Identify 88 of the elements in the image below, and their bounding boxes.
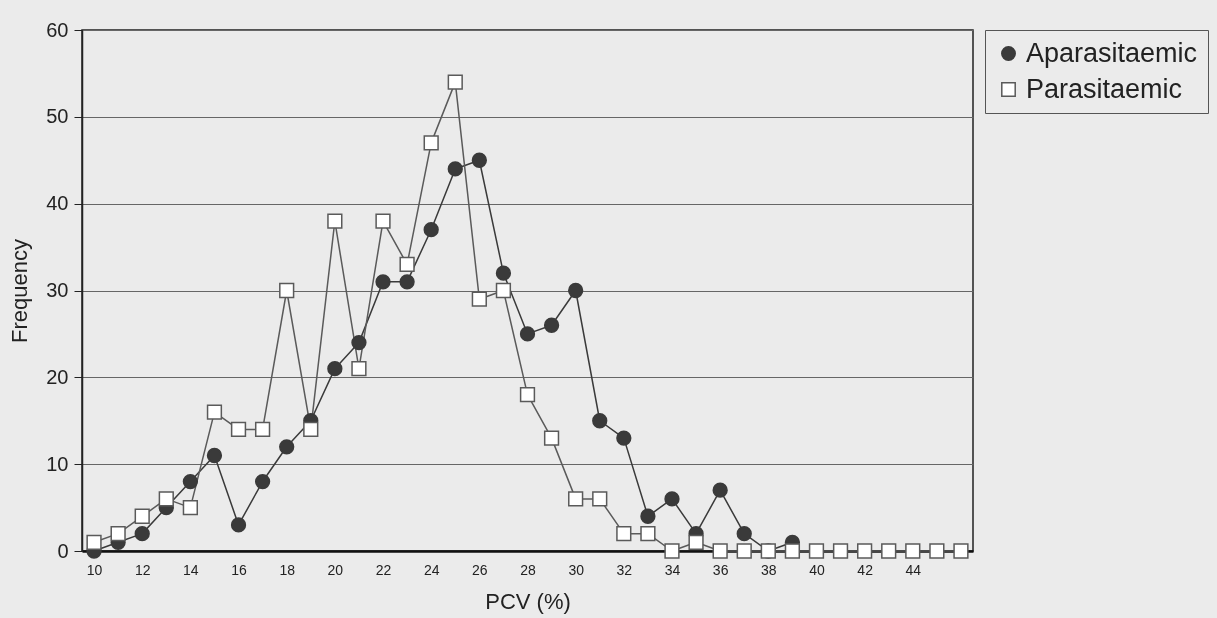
point — [568, 282, 584, 299]
x-tick-label: 42 — [857, 561, 874, 578]
point — [279, 282, 295, 299]
y-tick-label: 40 — [46, 192, 69, 215]
y-tick-label: 20 — [46, 365, 69, 388]
x-tick-label: 26 — [472, 561, 488, 578]
x-tick-label: 16 — [231, 561, 248, 578]
point — [303, 421, 319, 438]
point — [423, 135, 439, 151]
point — [616, 525, 632, 542]
point — [206, 404, 223, 420]
point — [471, 291, 487, 307]
x-tick-label: 30 — [568, 561, 585, 578]
point — [134, 508, 150, 524]
point — [254, 421, 271, 438]
point — [399, 256, 415, 273]
point — [254, 473, 271, 490]
point — [134, 526, 150, 542]
point — [230, 517, 247, 533]
point — [182, 499, 199, 516]
point — [712, 482, 728, 498]
point — [784, 543, 801, 559]
point — [881, 543, 897, 559]
point — [327, 361, 343, 377]
point — [158, 491, 174, 507]
point — [736, 526, 752, 542]
x-tick-label: 14 — [183, 561, 199, 578]
point — [423, 222, 439, 238]
x-axis-title: PCV (%) — [485, 588, 571, 614]
point — [495, 282, 512, 299]
point — [808, 543, 825, 559]
point — [86, 534, 102, 550]
x-tick-label: 34 — [664, 561, 681, 578]
y-tick-label: 10 — [46, 452, 69, 475]
x-tick-label: 12 — [134, 561, 151, 578]
point — [592, 413, 608, 429]
point — [543, 430, 560, 446]
point — [351, 334, 367, 351]
y-tick-label: 0 — [57, 539, 69, 562]
x-tick-label: 28 — [520, 561, 536, 578]
point — [399, 274, 415, 290]
point — [832, 543, 849, 559]
point — [856, 543, 873, 559]
point — [471, 152, 487, 168]
point — [447, 74, 463, 90]
x-tick-label: 10 — [86, 561, 103, 578]
point — [592, 491, 608, 507]
legend-label: Parasitaemic — [1026, 73, 1183, 104]
point — [279, 439, 295, 455]
point — [929, 543, 945, 559]
point — [206, 447, 223, 464]
point — [519, 387, 536, 403]
point — [640, 508, 656, 524]
legend-label: Aparasitaemic — [1026, 37, 1198, 68]
x-tick-label: 22 — [375, 561, 392, 578]
x-tick-label: 36 — [712, 561, 729, 578]
x-tick-label: 40 — [809, 561, 825, 578]
y-tick-label: 50 — [46, 105, 69, 128]
y-axis-title: Frequency — [7, 239, 33, 343]
x-tick-label: 32 — [616, 561, 633, 578]
point — [447, 161, 463, 177]
y-tick-label: 60 — [46, 18, 69, 41]
point — [230, 421, 247, 438]
point — [736, 543, 752, 559]
point — [616, 430, 632, 446]
point — [110, 525, 126, 542]
y-tick-label: 30 — [46, 279, 69, 301]
point — [953, 543, 969, 559]
point — [375, 213, 391, 229]
point — [688, 534, 704, 550]
point — [568, 491, 584, 507]
point — [905, 543, 921, 559]
point — [519, 326, 536, 342]
x-tick-label: 44 — [905, 561, 922, 578]
x-tick-label: 38 — [761, 561, 777, 578]
x-tick-label: 18 — [279, 561, 296, 578]
point — [375, 274, 391, 290]
point — [543, 317, 560, 333]
point — [351, 361, 367, 377]
point — [327, 213, 343, 229]
x-tick-label: 20 — [327, 561, 344, 578]
point — [182, 473, 199, 490]
point — [664, 491, 680, 507]
point — [495, 265, 512, 281]
point — [664, 543, 680, 559]
point — [640, 525, 656, 542]
point — [712, 543, 728, 559]
x-tick-label: 24 — [423, 561, 440, 578]
